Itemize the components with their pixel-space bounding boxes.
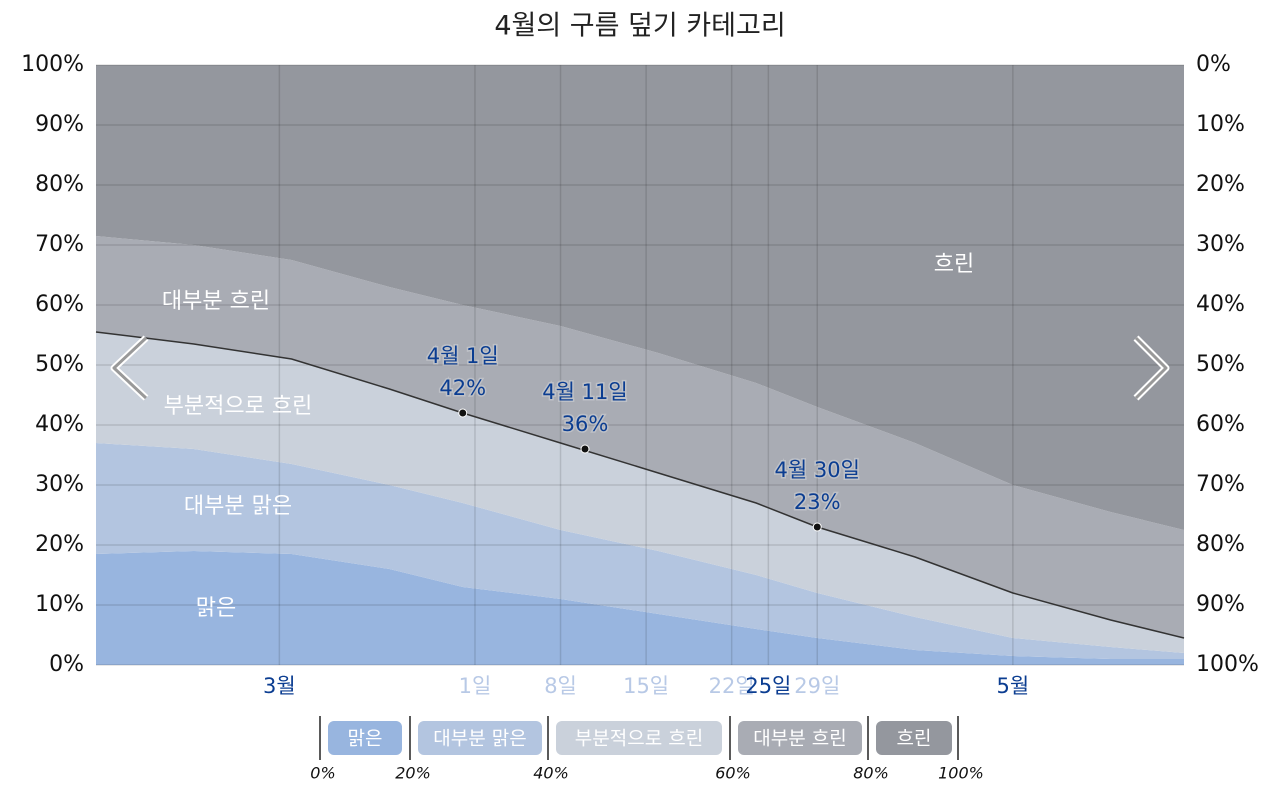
legend-label: 흐린: [897, 728, 932, 750]
y2-tick-label: 0%: [1196, 52, 1231, 77]
y-tick-label: 20%: [35, 532, 84, 557]
legend-swatch: [556, 721, 722, 755]
y-tick-label: 90%: [35, 112, 84, 137]
annotation-point: [458, 408, 468, 418]
x-tick-label: 25일: [745, 674, 791, 698]
x-tick-label: 8일: [544, 674, 577, 698]
annotation-value: 42%: [439, 376, 486, 400]
y-tick-label: 40%: [35, 412, 84, 437]
legend-scale-label: 20%: [395, 764, 431, 783]
annotation-value: 23%: [794, 490, 841, 514]
area: [96, 65, 1184, 530]
legend-swatch: [876, 721, 952, 755]
series-label: 부분적으로 흐린: [164, 394, 313, 419]
x-tick-label: 15일: [623, 674, 669, 698]
plot-area: [95, 64, 1185, 666]
legend-swatch: [418, 721, 542, 755]
legend-scale-label: 100%: [938, 764, 984, 783]
y-tick-label: 70%: [35, 232, 84, 257]
area: [96, 236, 1184, 638]
y-tick-label: 0%: [49, 652, 84, 677]
annotation-label: 4월 1일: [427, 344, 499, 368]
annotation-point: [812, 522, 822, 532]
y-tick-label: 10%: [35, 592, 84, 617]
y2-tick-label: 10%: [1196, 112, 1245, 137]
legend-scale-label: 60%: [715, 764, 751, 783]
x-tick-label: 29일: [794, 674, 840, 698]
y-tick-label: 100%: [21, 52, 84, 77]
y2-tick-label: 100%: [1196, 652, 1259, 677]
x-tick-label: 3월: [263, 674, 296, 698]
y2-tick-label: 20%: [1196, 172, 1245, 197]
chart-title: 4월의 구름 덮기 카테고리: [494, 11, 785, 42]
y2-tick-label: 40%: [1196, 292, 1245, 317]
series-label: 대부분 흐린: [162, 289, 270, 314]
legend-label: 부분적으로 흐린: [575, 728, 703, 750]
y2-tick-label: 80%: [1196, 532, 1245, 557]
navigation: [110, 335, 1170, 401]
annotation-point: [580, 444, 590, 454]
legend-label: 맑은: [348, 728, 383, 750]
y-tick-label: 80%: [35, 172, 84, 197]
y-tick-label: 50%: [35, 352, 84, 377]
legend-scale-label: 40%: [533, 764, 569, 783]
series-label: 흐린: [934, 252, 974, 277]
y-tick-label: 30%: [35, 472, 84, 497]
area: [96, 332, 1184, 653]
area: [96, 443, 1184, 659]
legend-scale-label: 0%: [310, 764, 335, 783]
y-tick-label: 60%: [35, 292, 84, 317]
y2-tick-label: 90%: [1196, 592, 1245, 617]
legend-swatch: [738, 721, 862, 755]
x-tick-label: 5월: [997, 674, 1030, 698]
legend-label: 대부분 맑은: [433, 728, 526, 750]
series-label: 대부분 맑은: [184, 494, 292, 519]
x-tick-label: 1일: [459, 674, 492, 698]
legend-label: 대부분 흐린: [753, 728, 846, 750]
area: [96, 551, 1184, 665]
legend-scale-label: 80%: [853, 764, 889, 783]
annotation-label: 4월 30일: [775, 458, 860, 482]
y2-tick-label: 30%: [1196, 232, 1245, 257]
boundary-line: [95, 331, 1185, 639]
series-label: 맑은: [196, 596, 236, 621]
y2-tick-label: 70%: [1196, 472, 1245, 497]
annotation-label: 4월 11일: [542, 380, 627, 404]
y2-tick-label: 60%: [1196, 412, 1245, 437]
x-tick-label: 22일: [709, 674, 755, 698]
annotation-value: 36%: [562, 412, 609, 436]
y2-tick-label: 50%: [1196, 352, 1245, 377]
next-arrow-outline[interactable]: [1134, 336, 1168, 400]
prev-arrow-outline[interactable]: [112, 336, 148, 400]
legend-swatch: [328, 721, 402, 755]
